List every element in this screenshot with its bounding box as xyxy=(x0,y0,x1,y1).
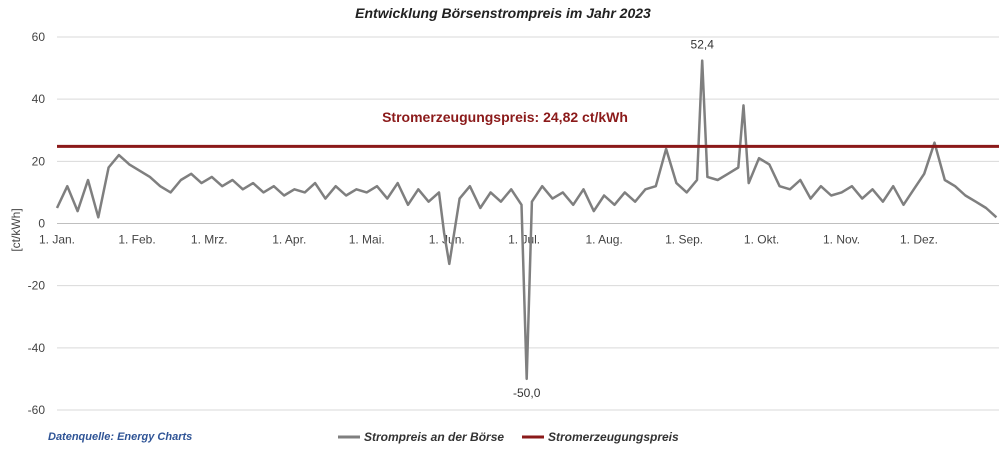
x-ticks: 1. Jan. 1. Feb. 1. Mrz. 1. Apr. 1. Mai. 1. Ju… xyxy=(39,233,938,247)
y-tick-label: 40 xyxy=(32,92,46,106)
y-tick-label: -40 xyxy=(28,341,46,355)
reference-line-label: Stromerzeugungspreis: 24,82 ct/kWh xyxy=(382,109,628,125)
x-tick-label: 1. Feb. xyxy=(118,233,155,247)
chart-title: Entwicklung Börsenstrompreis im Jahr 202… xyxy=(355,5,651,21)
legend-label-generation: Stromerzeugungspreis xyxy=(548,430,679,444)
legend: Strompreis an der Börse Stromerzeugungsp… xyxy=(338,430,679,444)
x-tick-label: 1. Dez. xyxy=(900,233,938,247)
data-label: -50,0 xyxy=(513,386,541,400)
legend-label-price: Strompreis an der Börse xyxy=(364,430,504,444)
data-label: 52,4 xyxy=(691,38,715,52)
data-source: Datenquelle: Energy Charts xyxy=(48,431,192,443)
y-tick-label: 60 xyxy=(32,30,46,44)
y-tick-label: 0 xyxy=(38,217,45,231)
x-tick-label: 1. Nov. xyxy=(823,233,860,247)
y-tick-label: 20 xyxy=(32,154,46,168)
x-tick-label: 1. Mrz. xyxy=(191,233,228,247)
x-tick-label: 1. Mai. xyxy=(349,233,385,247)
x-tick-label: 1. Jul. xyxy=(508,233,540,247)
y-axis-label: [ct/kWh] xyxy=(9,208,23,251)
x-tick-label: 1. Aug. xyxy=(585,233,622,247)
y-tick-label: -20 xyxy=(28,279,46,293)
y-ticks: 60 40 20 0 -20 -40 -60 xyxy=(28,30,46,417)
x-tick-label: 1. Jan. xyxy=(39,233,75,247)
plot-area xyxy=(55,59,999,381)
y-tick-label: -60 xyxy=(28,403,46,417)
series-line-price xyxy=(55,59,998,381)
x-tick-label: 1. Apr. xyxy=(272,233,306,247)
x-tick-label: 1. Okt. xyxy=(744,233,779,247)
x-tick-label: 1. Jun. xyxy=(429,233,465,247)
x-tick-label: 1. Sep. xyxy=(665,233,703,247)
annotations: 52,4 -50,0 xyxy=(513,38,714,400)
